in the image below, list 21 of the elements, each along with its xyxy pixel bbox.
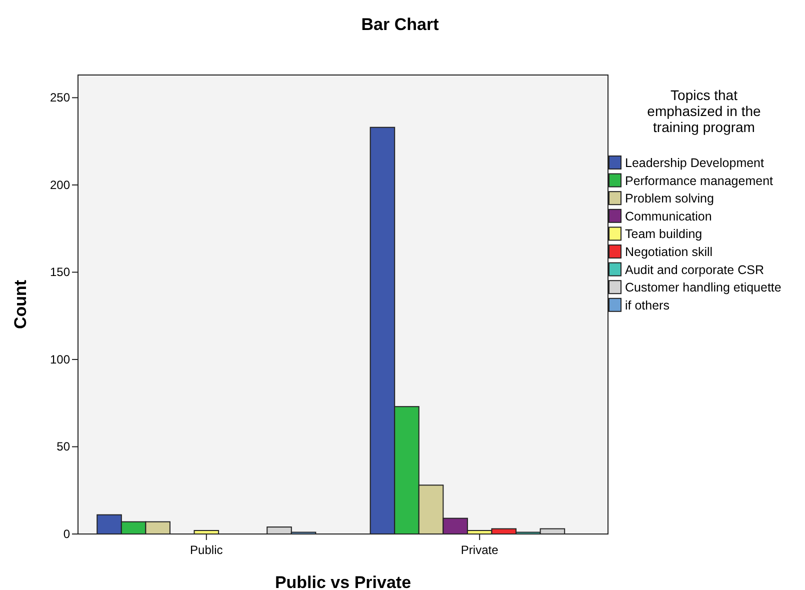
y-tick-label: 0	[63, 527, 70, 541]
y-tick-label: 200	[50, 178, 70, 192]
legend-label: if others	[625, 298, 670, 312]
legend-title: Topics that emphasized in the training program	[647, 87, 762, 135]
legend-label: Communication	[625, 209, 712, 224]
legend-label: Negotiation skill	[625, 245, 713, 259]
x-tick-label: Public	[190, 543, 223, 557]
legend-label: Performance management	[625, 174, 774, 188]
y-tick-label: 50	[56, 440, 70, 454]
legend-label: Problem solving	[625, 192, 714, 206]
y-tick-label: 100	[50, 352, 70, 366]
legend-label: Audit and corporate CSR	[625, 262, 764, 277]
x-tick-label: Private	[460, 543, 499, 557]
chart-title: Bar Chart	[361, 15, 440, 34]
y-axis-title: Count	[11, 280, 30, 330]
y-tick-label: 250	[50, 90, 70, 105]
y-tick-label: 150	[50, 265, 70, 280]
legend-label: Customer handling etiquette	[625, 280, 782, 295]
x-axis-title: Public vs Private	[274, 573, 412, 590]
legend-label: Leadership Development	[625, 156, 765, 170]
legend-label: Team building	[625, 227, 702, 242]
